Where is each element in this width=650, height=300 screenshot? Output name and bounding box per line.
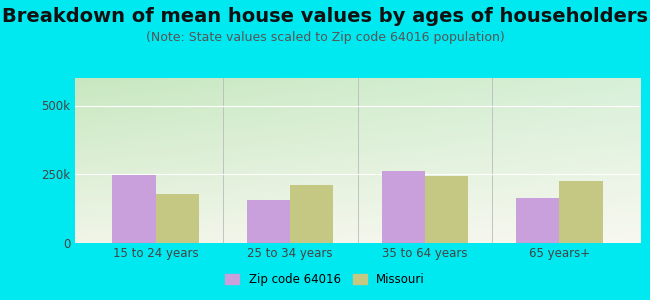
Bar [516,198,560,243]
Bar [425,176,468,243]
Bar [290,185,333,243]
Text: (Note: State values scaled to Zip code 64016 population): (Note: State values scaled to Zip code 6… [146,32,504,44]
Text: Breakdown of mean house values by ages of householders: Breakdown of mean house values by ages o… [2,8,648,26]
Legend: Zip code 64016, Missouri: Zip code 64016, Missouri [220,269,430,291]
Bar [560,181,603,243]
Bar [112,175,155,243]
Bar [247,200,290,243]
Bar [382,171,425,243]
Bar [155,194,199,243]
